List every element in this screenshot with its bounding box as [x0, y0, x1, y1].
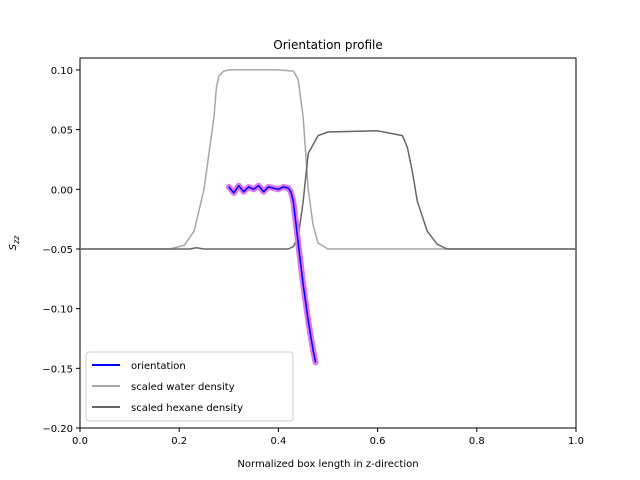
x-tick-label: 1.0 [568, 436, 584, 447]
y-tick-label: −0.05 [42, 245, 73, 256]
x-tick-label: 0.4 [270, 436, 286, 447]
y-axis-label: Szz [8, 235, 21, 251]
x-tick-label: 0.0 [72, 436, 88, 447]
y-tick-label: −0.20 [42, 424, 73, 435]
legend-box [85, 351, 294, 422]
y-axis-label-main: S [8, 243, 19, 250]
legend-label-scaled-hexane-density: scaled hexane density [131, 403, 243, 414]
y-tick-label: −0.10 [42, 305, 73, 316]
plot-area-frame [79, 57, 577, 429]
y-tick-label: −0.15 [42, 364, 73, 375]
series-scaled-water-density-line [80, 69, 576, 250]
series-orientation-line [228, 184, 317, 363]
series-scaled-hexane-density-line [80, 130, 576, 250]
x-tick-label: 0.8 [469, 436, 485, 447]
y-tick-label: 0.05 [51, 126, 73, 137]
x-tick-label: 0.2 [171, 436, 187, 447]
x-axis-ticks: 0.0 0.2 0.4 0.6 0.8 1.0 [72, 428, 584, 447]
legend: orientation scaled water density scaled he… [85, 351, 294, 422]
y-axis-ticks: −0.20 −0.15 −0.10 −0.05 0.00 0.05 0.10 [42, 66, 80, 435]
y-tick-label: 0.10 [51, 66, 73, 77]
x-axis-label: Normalized box length in z-direction [237, 459, 418, 470]
y-axis-label-sub: zz [12, 235, 21, 245]
legend-label-orientation: orientation [131, 361, 186, 372]
legend-label-scaled-water-density: scaled water density [131, 382, 235, 393]
x-tick-label: 0.6 [370, 436, 386, 447]
series-layer [80, 69, 576, 366]
chart-title: Orientation profile [273, 38, 382, 52]
y-tick-label: 0.00 [51, 185, 73, 196]
